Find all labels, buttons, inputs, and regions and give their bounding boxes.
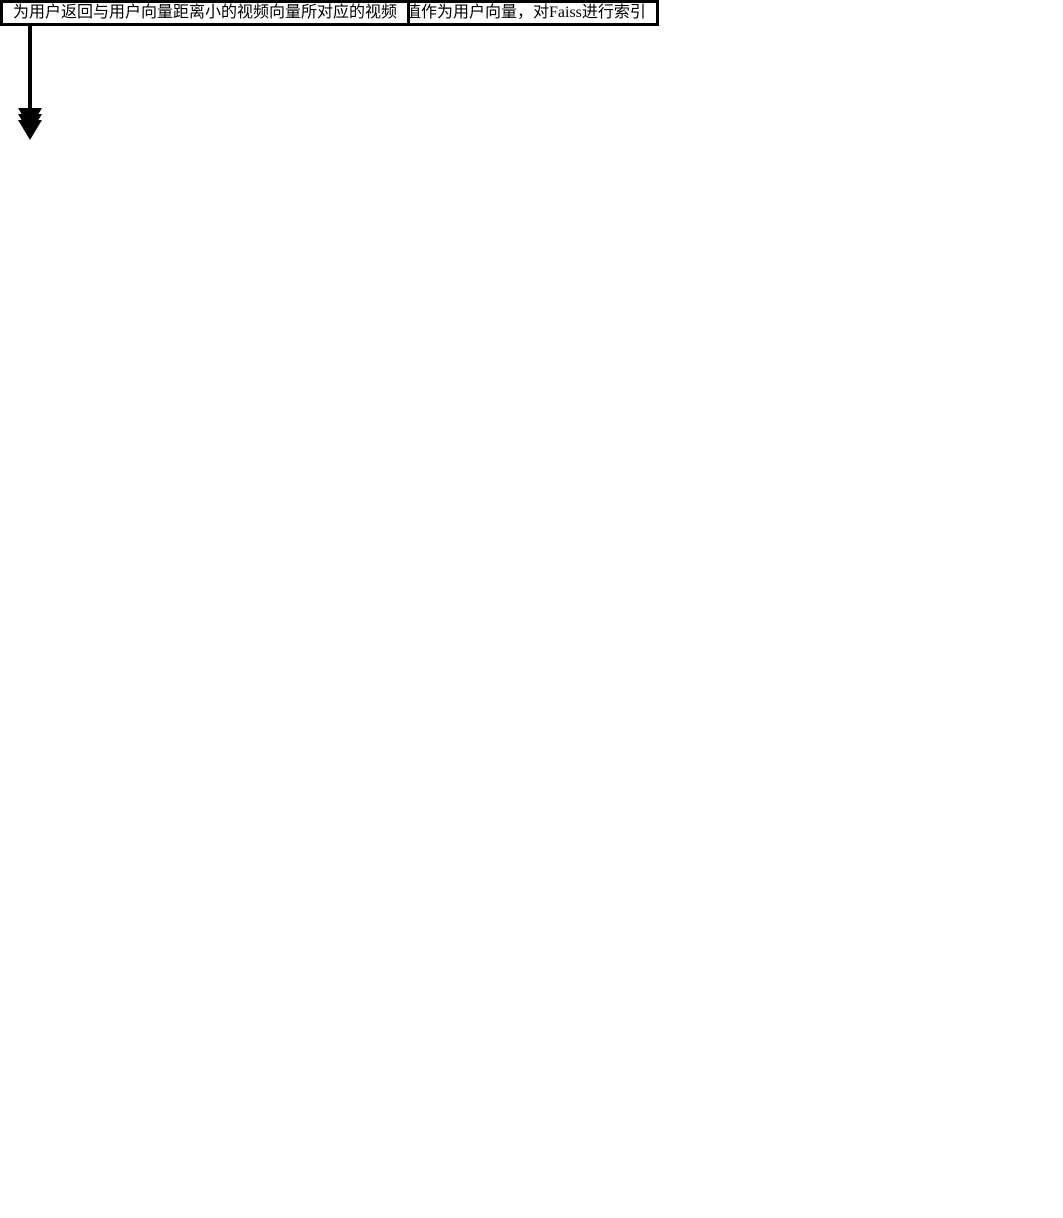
flowchart-arrow-3-head [18, 120, 42, 140]
flowchart-node-4-text: 为用户返回与用户向量距离小的视频向量所对应的视频 [3, 3, 407, 23]
flowchart-canvas: 基于Inception网络、降维处理为新视频生成视频向量 将所述视频向量存储在F… [0, 0, 1063, 1218]
flowchart-node-4: 为用户返回与用户向量距离小的视频向量所对应的视频 [0, 0, 410, 26]
